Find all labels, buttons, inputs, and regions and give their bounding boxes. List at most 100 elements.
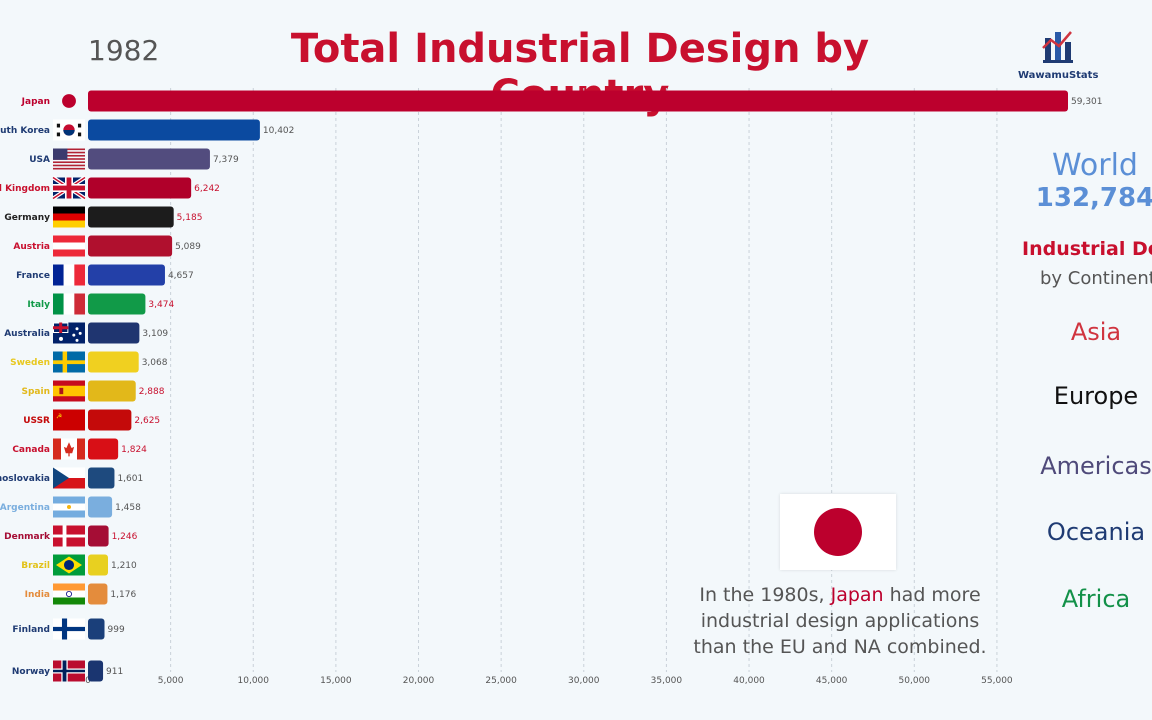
x-tick-label: 50,000 [899,676,931,686]
country-label: Australia [4,329,50,339]
continent-africa: Africa [1061,585,1131,613]
norway-flag-icon [53,660,85,682]
caption-after: had more industrial design applications … [693,584,987,658]
x-tick-label: 10,000 [238,676,270,686]
country-label: Denmark [4,532,51,542]
value-label: 1,458 [115,503,141,513]
caption-highlight: Japan [830,584,884,606]
value-label: 3,109 [142,329,168,339]
logo: WawamuStats [1018,28,1098,81]
argentina-flag-icon [53,496,85,518]
denmark-flag-icon [53,525,85,547]
continent-oceania: Oceania [1046,518,1146,546]
country-label: Finland [12,625,50,635]
caption-before: In the 1980s, [699,584,831,606]
bar [88,148,210,170]
continent-americas: Americas [1040,452,1152,480]
x-tick-label: 45,000 [816,676,848,686]
value-label: 1,601 [117,474,143,484]
usa-flag-icon [53,148,85,170]
value-label: 7,379 [213,155,239,165]
country-label: Brazil [21,561,50,571]
value-label: 59,301 [1071,97,1103,107]
bar [88,293,146,315]
x-tick-label: 40,000 [733,676,765,686]
korea-flag-icon [53,119,85,141]
bar [88,177,192,199]
value-label: 3,068 [142,358,168,368]
spain-flag-icon [53,380,85,402]
country-label: United Kingdom [0,184,50,194]
value-label: 2,888 [139,387,165,397]
value-label: 1,210 [111,561,137,571]
country-label: Sweden [10,358,50,368]
value-label: 5,185 [177,213,203,223]
country-label: Norway [12,667,50,677]
x-tick-label: 25,000 [485,676,517,686]
continent-subtitle: by Continent [1040,268,1152,289]
country-label: Italy [27,300,50,310]
country-label: France [16,271,50,281]
value-label: 5,089 [175,242,201,252]
country-label: Canada [12,445,50,455]
country-label: Austria [13,242,50,252]
year-label: 1982 [88,34,160,67]
bar [88,90,1068,112]
continent-title: Industrial Desig [1022,238,1152,260]
logo-icon [1042,31,1073,63]
bar [88,380,136,402]
world-label: World [1052,148,1138,183]
bar [88,119,260,141]
continent-asia: Asia [1070,318,1122,346]
country-label: Japan [21,97,50,107]
france-flag-icon [53,264,85,286]
bar [88,583,108,605]
continent-europe: Europe [1053,382,1139,410]
canada-flag-icon [53,438,85,460]
value-label: 999 [108,625,125,635]
country-label: Spain [22,387,51,397]
bar [88,438,119,460]
japan-disc [814,508,862,556]
czech-flag-icon [53,467,85,489]
bar [88,206,174,228]
svg-text:☭: ☭ [56,413,62,421]
world-value: 132,784 [1035,183,1152,213]
bar [88,525,109,547]
japan-flag-icon [62,94,76,108]
value-label: 1,246 [112,532,138,542]
x-tick-label: 30,000 [568,676,600,686]
x-tick-label: 55,000 [981,676,1013,686]
india-flag-icon [53,583,85,605]
bar [88,618,105,640]
featured-flag-japan [780,494,896,570]
value-label: 1,176 [110,590,136,600]
finland-flag-icon [53,618,85,640]
austria-flag-icon [53,235,85,257]
x-tick-label: 35,000 [651,676,683,686]
germany-flag-icon [53,206,85,228]
bar [88,409,132,431]
bar [88,554,108,576]
value-label: 1,824 [121,445,147,455]
country-label: USSR [23,416,50,426]
value-label: 2,625 [134,416,160,426]
australia-flag-icon [53,322,85,344]
caption: In the 1980s, Japan had more industrial … [680,582,1000,660]
logo-text: WawamuStats [1018,70,1099,81]
x-tick-label: 0 [85,676,91,686]
bar [88,351,139,373]
value-label: 911 [106,667,123,677]
italy-flag-icon [53,293,85,315]
bar [88,660,104,682]
brazil-flag-icon [53,554,85,576]
bar [88,322,140,344]
value-label: 10,402 [263,126,295,136]
x-tick-label: 5,000 [158,676,184,686]
x-tick-label: 15,000 [320,676,352,686]
bar [88,235,173,257]
sweden-flag-icon [53,351,85,373]
ussr-flag-icon: ☭ [53,409,85,431]
value-label: 6,242 [194,184,220,194]
